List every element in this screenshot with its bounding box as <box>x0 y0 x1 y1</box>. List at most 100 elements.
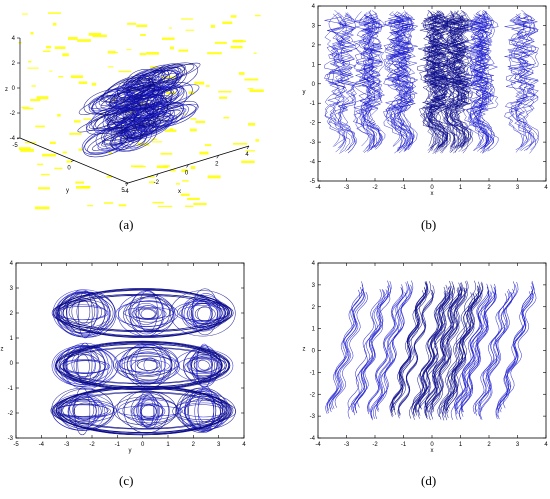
panel-b-orbit <box>427 15 436 152</box>
panel-c-scroll-orbit <box>136 399 164 421</box>
speckle-mark <box>207 175 221 179</box>
speckle-mark <box>88 32 101 36</box>
speckle-mark <box>66 160 72 163</box>
speckle-mark <box>40 173 50 176</box>
speckle-mark <box>31 85 36 87</box>
speckle-mark <box>163 165 171 167</box>
panel-d-xtick-label: 4 <box>544 442 548 448</box>
panel-a-orbit <box>112 85 164 108</box>
speckle-mark <box>42 153 56 157</box>
speckle-mark <box>199 151 209 155</box>
speckle-mark <box>157 205 173 208</box>
panel-c-scroll-orbit <box>126 349 173 381</box>
panel-c-scroll-orbit <box>179 305 227 321</box>
speckle-mark <box>107 66 114 68</box>
speckle-mark <box>139 53 147 56</box>
speckle-mark <box>70 75 83 79</box>
panel-d-orbit <box>461 290 497 417</box>
panel-c-scroll-orbit <box>128 300 171 323</box>
speckle-mark <box>83 118 92 120</box>
panel-a-ytick-label: -5 <box>12 143 18 149</box>
panel-a-orbit <box>109 81 161 109</box>
panel-d-orbit <box>428 287 466 421</box>
panel-d-orbit <box>391 290 427 416</box>
panel-b-orbit <box>386 11 409 152</box>
panel-b-orbit <box>443 17 456 152</box>
panel-b-orbit <box>518 14 540 147</box>
speckle-mark <box>204 144 212 147</box>
panel-d-orbit <box>347 288 382 410</box>
panel-c-trajectory <box>50 288 237 436</box>
speckle-mark <box>78 81 88 84</box>
panel-d-ytick-label: 2 <box>312 305 316 311</box>
panel-b-orbit <box>358 13 374 149</box>
panel-d-orbit <box>497 285 533 414</box>
panel-a-ytick-mark <box>70 160 75 162</box>
panel-c-scroll-orbit <box>194 306 216 322</box>
panel-c-xtick-label: 3 <box>217 442 221 448</box>
panel-b-ytick-label: 0 <box>312 82 316 88</box>
speckle-mark <box>35 125 45 128</box>
speckle-mark <box>178 49 189 52</box>
panel-a-orbit <box>120 126 152 149</box>
speckle-mark <box>161 76 176 79</box>
panel-d-ylabel: z <box>303 347 306 353</box>
panel-c-xlabel: y <box>129 448 132 454</box>
panel-b-ytick-label: -4 <box>310 160 316 166</box>
panel-d-orbit <box>439 280 477 414</box>
speckle-mark <box>150 66 158 68</box>
panel-d-orbit <box>412 280 452 420</box>
panel-c-xtick-label: 0 <box>141 442 145 448</box>
panel-b-orbit <box>332 13 347 149</box>
panel-c-band-orbit <box>62 343 223 388</box>
speckle-mark <box>232 143 248 145</box>
speckle-mark <box>42 50 51 52</box>
panel-c-scroll-orbit <box>121 344 172 384</box>
speckle-mark <box>244 78 259 81</box>
panel-label-a: (a) <box>119 217 134 232</box>
panel-b-orbit <box>326 16 345 153</box>
panel-d-orbit <box>392 283 429 411</box>
speckle-mark <box>187 197 200 200</box>
panel-c-xtick-label: -2 <box>89 442 95 448</box>
panel-c-band-orbit <box>58 341 227 390</box>
speckle-mark <box>253 52 257 54</box>
panel-d-orbit <box>479 284 517 420</box>
panel-a-xtick-mark <box>125 182 129 187</box>
panel-b-ytick-label: 1 <box>312 62 316 68</box>
panel-c-scroll-orbit <box>65 350 107 380</box>
panel-a-orbit <box>94 108 134 130</box>
panel-b-ytick-label: -3 <box>310 140 316 146</box>
panel-b-orbit <box>422 11 444 154</box>
panel-a-ztick-label: 2 <box>12 61 16 67</box>
panel-d-ytick-label: -2 <box>310 392 316 398</box>
speckle-mark <box>75 181 85 184</box>
panel-a-ztick-label: -2 <box>10 111 16 117</box>
panel-a-orbit <box>158 65 186 83</box>
panel-d-orbit <box>456 284 493 414</box>
panel-d-ytick-label: 3 <box>312 283 316 289</box>
panel-c-scroll-orbit <box>51 345 114 387</box>
panel-d-orbit <box>392 287 427 409</box>
speckle-mark <box>130 165 144 168</box>
panel-d-xtick-label: -2 <box>372 442 378 448</box>
panel-b-orbit <box>516 13 536 151</box>
speckle-mark <box>190 118 197 120</box>
panel-c-band-orbit <box>59 290 226 336</box>
speckle-mark <box>62 53 69 57</box>
speckle-mark <box>34 206 50 210</box>
speckle-mark <box>169 128 174 131</box>
speckle-mark <box>78 148 83 151</box>
speckle-mark <box>247 88 254 90</box>
panel-c-xtick-label: -4 <box>39 442 45 448</box>
panel-d-orbit <box>497 284 535 420</box>
speckle-mark <box>164 129 177 132</box>
panel-a-orbit <box>146 93 168 118</box>
speckle-mark <box>140 34 146 36</box>
speckle-mark <box>77 39 91 42</box>
panel-d-orbit <box>332 291 366 409</box>
panel-c-band-orbit <box>55 289 231 337</box>
panel-b-orbit <box>336 12 354 152</box>
panel-b-orbit <box>450 12 473 152</box>
